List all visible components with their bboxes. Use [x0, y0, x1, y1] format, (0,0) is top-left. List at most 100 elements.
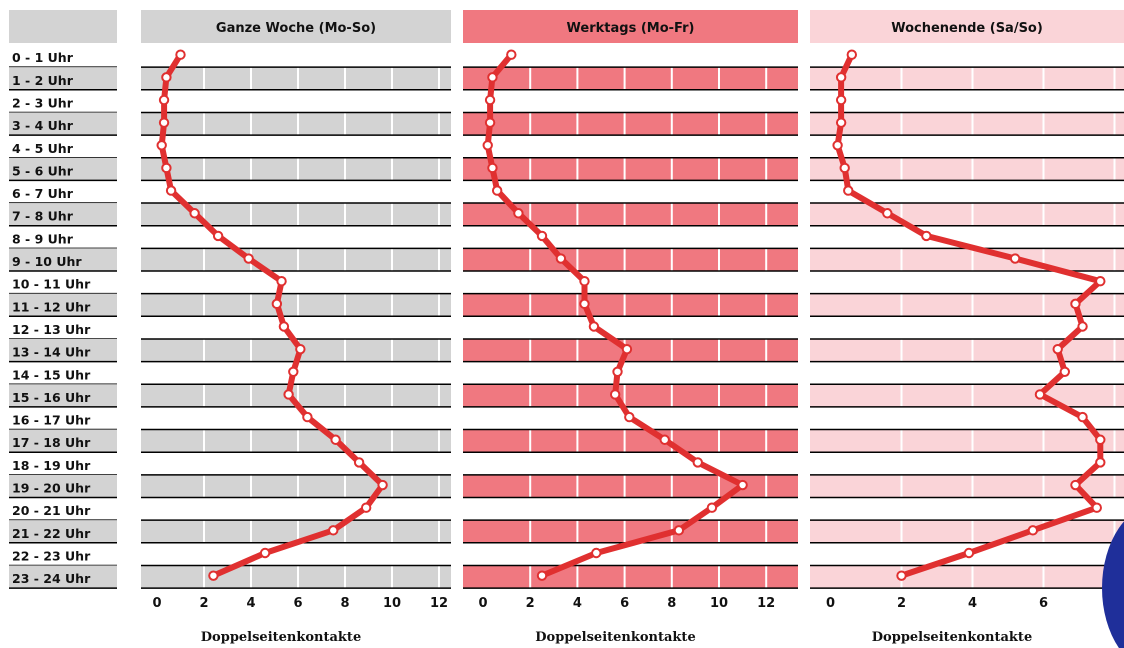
data-point [659, 434, 670, 445]
data-point [259, 547, 271, 559]
row-label-band [9, 248, 117, 271]
panel-band [463, 429, 798, 453]
row-label: 1 - 2 Uhr [12, 73, 74, 88]
x-axis-label: Doppelseitenkontakte [872, 630, 1032, 645]
x-tick-label: 12 [430, 596, 448, 611]
data-point [846, 49, 857, 60]
data-point [963, 547, 975, 559]
panel-band [810, 203, 1124, 226]
row-label: 17 - 18 Uhr [12, 435, 91, 450]
data-point [609, 389, 621, 400]
data-point [1027, 525, 1039, 536]
panel-band [810, 248, 1124, 271]
panel-band [463, 112, 798, 136]
panel-band [810, 67, 1124, 90]
panel-band [463, 384, 798, 407]
row-label-band [9, 157, 117, 181]
panel-band [463, 248, 798, 271]
row-label: 12 - 13 Uhr [12, 322, 91, 337]
data-point [175, 49, 186, 60]
x-axis-label: Doppelseitenkontakte [201, 630, 361, 645]
data-point [737, 479, 748, 491]
panel-band [810, 474, 1124, 498]
row-label: 18 - 19 Uhr [12, 458, 91, 473]
data-point [506, 49, 517, 60]
x-tick-label: 0 [826, 596, 835, 611]
panel-header [141, 10, 451, 43]
row-label: 20 - 21 Uhr [12, 503, 91, 518]
panel-band [810, 429, 1124, 453]
data-point [158, 94, 170, 106]
row-label-band [9, 67, 117, 90]
x-tick-label: 6 [620, 596, 629, 611]
data-point [271, 298, 283, 310]
row-label: 9 - 10 Uhr [12, 254, 82, 269]
x-tick-label: 8 [340, 596, 349, 611]
row-label: 0 - 1 Uhr [12, 50, 74, 65]
data-point [591, 547, 602, 559]
data-point [161, 162, 172, 174]
row-label: 23 - 24 Uhr [12, 571, 91, 586]
data-point [1070, 298, 1081, 310]
panel-header [810, 10, 1124, 43]
panel-band [463, 474, 798, 498]
chart-panel: Wochenende (Sa/So) 0 2 4 6 Doppelseitenkontak… [810, 10, 1124, 645]
x-tick-label: 0 [152, 596, 161, 611]
chart-panels: Ganze Woche (Mo-So) 0 2 4 6 8 10 12 Doppelseiten… [141, 10, 1124, 645]
panel-band [810, 157, 1124, 181]
data-point [588, 321, 600, 332]
data-point [612, 366, 623, 377]
data-point [156, 140, 167, 151]
panel-band [141, 474, 451, 498]
data-point [835, 94, 847, 106]
data-point [832, 140, 843, 151]
panel-band [141, 67, 451, 90]
data-point [353, 457, 365, 468]
panel-band [141, 248, 451, 271]
data-point [288, 366, 299, 377]
row-label: 7 - 8 Uhr [12, 209, 74, 224]
x-tick-label: 0 [478, 596, 487, 611]
data-point [579, 275, 590, 287]
panel-band [141, 520, 451, 543]
corner-decoration [1102, 521, 1124, 648]
data-point [158, 117, 170, 128]
x-tick-label: 2 [526, 596, 535, 611]
panel-band [463, 293, 798, 317]
panel-band [810, 520, 1124, 543]
data-point [673, 525, 685, 536]
data-point [491, 185, 503, 196]
data-point [161, 72, 172, 83]
data-point [621, 343, 633, 355]
data-point [165, 185, 177, 196]
data-point [839, 162, 850, 174]
x-axis-label: Doppelseitenkontakte [535, 630, 695, 645]
data-point [487, 162, 498, 174]
x-tick-label: 2 [897, 596, 906, 611]
row-label-band [9, 565, 117, 589]
row-label: 2 - 3 Uhr [12, 95, 74, 110]
data-point [1095, 434, 1106, 445]
data-point [1034, 389, 1046, 400]
row-label: 8 - 9 Uhr [12, 231, 74, 246]
row-label: 11 - 12 Uhr [12, 299, 91, 314]
data-point [377, 479, 388, 491]
data-point [536, 230, 548, 242]
panel-band [463, 565, 798, 589]
data-point [208, 570, 219, 581]
panel-band [810, 384, 1124, 407]
panel-band [141, 384, 451, 407]
row-label-band [9, 520, 117, 543]
data-point [330, 434, 341, 445]
data-point [692, 457, 703, 468]
data-point [835, 72, 847, 83]
data-point [283, 389, 294, 400]
row-label: 16 - 17 Uhr [12, 413, 91, 428]
data-point [1059, 366, 1071, 377]
panel-band [141, 112, 451, 136]
data-point [555, 253, 567, 264]
row-label: 21 - 22 Uhr [12, 526, 91, 541]
panel-title: Ganze Woche (Mo-So) [216, 21, 376, 36]
x-tick-label: 2 [199, 596, 208, 611]
